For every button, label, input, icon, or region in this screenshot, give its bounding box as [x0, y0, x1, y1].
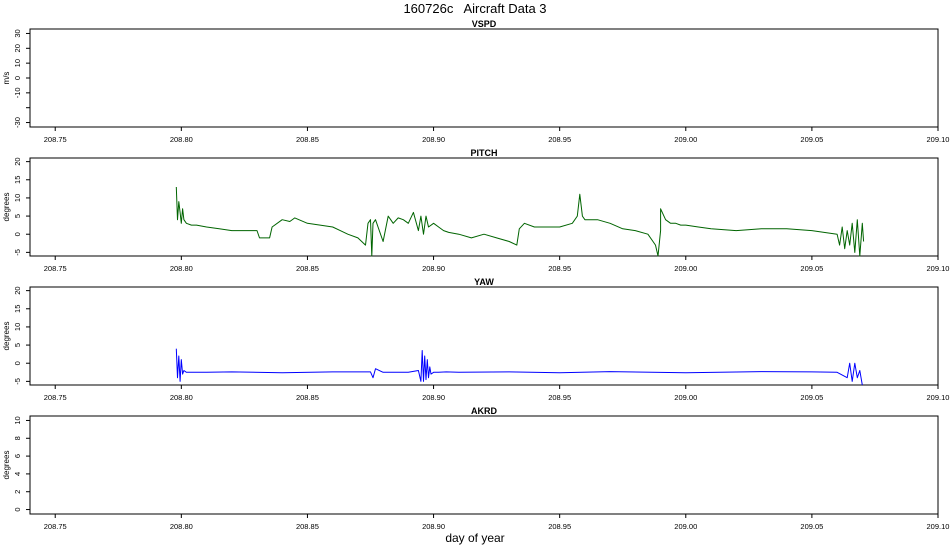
x-tick-label: 208.75 — [44, 135, 67, 144]
y-axis-label: degrees — [2, 322, 11, 351]
y-tick-label: 2 — [13, 490, 22, 494]
x-tick-label: 208.75 — [44, 264, 67, 273]
x-tick-label: 209.00 — [674, 264, 697, 273]
x-tick-label: 209.00 — [674, 135, 697, 144]
y-tick-label: 4 — [13, 472, 22, 476]
panel-title: YAW — [474, 277, 494, 287]
y-tick-label: 10 — [13, 194, 22, 202]
x-tick-label: 208.80 — [170, 135, 193, 144]
y-tick-label: 0 — [13, 76, 22, 80]
y-tick-label: 8 — [13, 436, 22, 440]
x-tick-label: 208.95 — [548, 522, 571, 531]
y-tick-label: 15 — [13, 176, 22, 184]
x-tick-label: 209.05 — [800, 393, 823, 402]
plot-frame — [29, 28, 939, 128]
x-tick-label: 208.85 — [296, 264, 319, 273]
x-tick-label: 209.10 — [927, 264, 950, 273]
y-tick-label: -30 — [13, 117, 22, 128]
panel-title: PITCH — [471, 148, 498, 158]
y-axis-label: degrees — [2, 451, 11, 480]
x-tick-label: 208.90 — [422, 135, 445, 144]
y-tick-label: -10 — [13, 87, 22, 98]
y-tick-label: 10 — [13, 416, 22, 424]
x-tick-label: 209.10 — [927, 522, 950, 531]
y-tick-label: 0 — [13, 361, 22, 365]
x-tick-label: 208.95 — [548, 264, 571, 273]
panel-yaw: YAW degrees -5 0 5 10 15 20 208.75 208.80 208.85 20… — [2, 277, 949, 402]
x-tick-label: 209.10 — [927, 135, 950, 144]
y-tick-label: -5 — [13, 378, 22, 385]
panel-title: VSPD — [472, 19, 497, 29]
plot-frame — [29, 157, 939, 257]
y-axis-label: m/s — [2, 72, 11, 85]
x-tick-label: 208.90 — [422, 264, 445, 273]
x-tick-label: 208.85 — [296, 522, 319, 531]
plot-frame — [29, 286, 939, 386]
y-tick-label: 20 — [13, 44, 22, 52]
x-tick-label: 208.80 — [170, 522, 193, 531]
panel-akrd: AKRD degrees 0 2 4 6 8 10 208.75 208.80 208.85 208.… — [2, 406, 949, 531]
panel-pitch: PITCH degrees -5 0 5 10 15 20 208.75 208.80 208.85… — [2, 148, 949, 273]
x-tick-label: 208.75 — [44, 522, 67, 531]
y-tick-label: -5 — [13, 249, 22, 256]
y-tick-label: 10 — [13, 59, 22, 67]
y-tick-label: 5 — [13, 214, 22, 218]
y-tick-label: 0 — [13, 507, 22, 511]
yaw-series-line — [175, 348, 863, 386]
y-tick-label: 0 — [13, 232, 22, 236]
y-tick-label: 5 — [13, 343, 22, 347]
panel-title: AKRD — [471, 406, 497, 416]
y-tick-label: 6 — [13, 454, 22, 458]
y-tick-label: 20 — [13, 157, 22, 165]
x-tick-label: 209.10 — [927, 393, 950, 402]
pitch-series-line — [175, 186, 865, 257]
x-tick-label: 208.85 — [296, 393, 319, 402]
x-tick-label: 209.00 — [674, 393, 697, 402]
x-tick-label: 208.90 — [422, 393, 445, 402]
x-tick-label: 208.90 — [422, 522, 445, 531]
x-tick-label: 208.85 — [296, 135, 319, 144]
x-tick-label: 209.05 — [800, 264, 823, 273]
y-tick-label: 20 — [13, 286, 22, 294]
plot-frame — [29, 415, 939, 515]
y-tick-label: 15 — [13, 305, 22, 313]
figure-title: 160726c Aircraft Data 3 — [403, 1, 547, 16]
y-tick-label: 10 — [13, 323, 22, 331]
x-tick-label: 209.00 — [674, 522, 697, 531]
panel-vspd: VSPD m/s -30 -10 0 10 20 30 208.75 208.80 208.85 20… — [2, 19, 949, 144]
x-tick-label: 208.95 — [548, 135, 571, 144]
x-tick-label: 209.05 — [800, 522, 823, 531]
x-tick-label: 208.80 — [170, 264, 193, 273]
y-tick-label: 30 — [13, 29, 22, 37]
x-tick-label: 208.80 — [170, 393, 193, 402]
x-tick-label: 208.95 — [548, 393, 571, 402]
x-axis-label: day of year — [445, 531, 505, 545]
y-axis-label: degrees — [2, 193, 11, 222]
x-tick-label: 209.05 — [800, 135, 823, 144]
x-tick-label: 208.75 — [44, 393, 67, 402]
